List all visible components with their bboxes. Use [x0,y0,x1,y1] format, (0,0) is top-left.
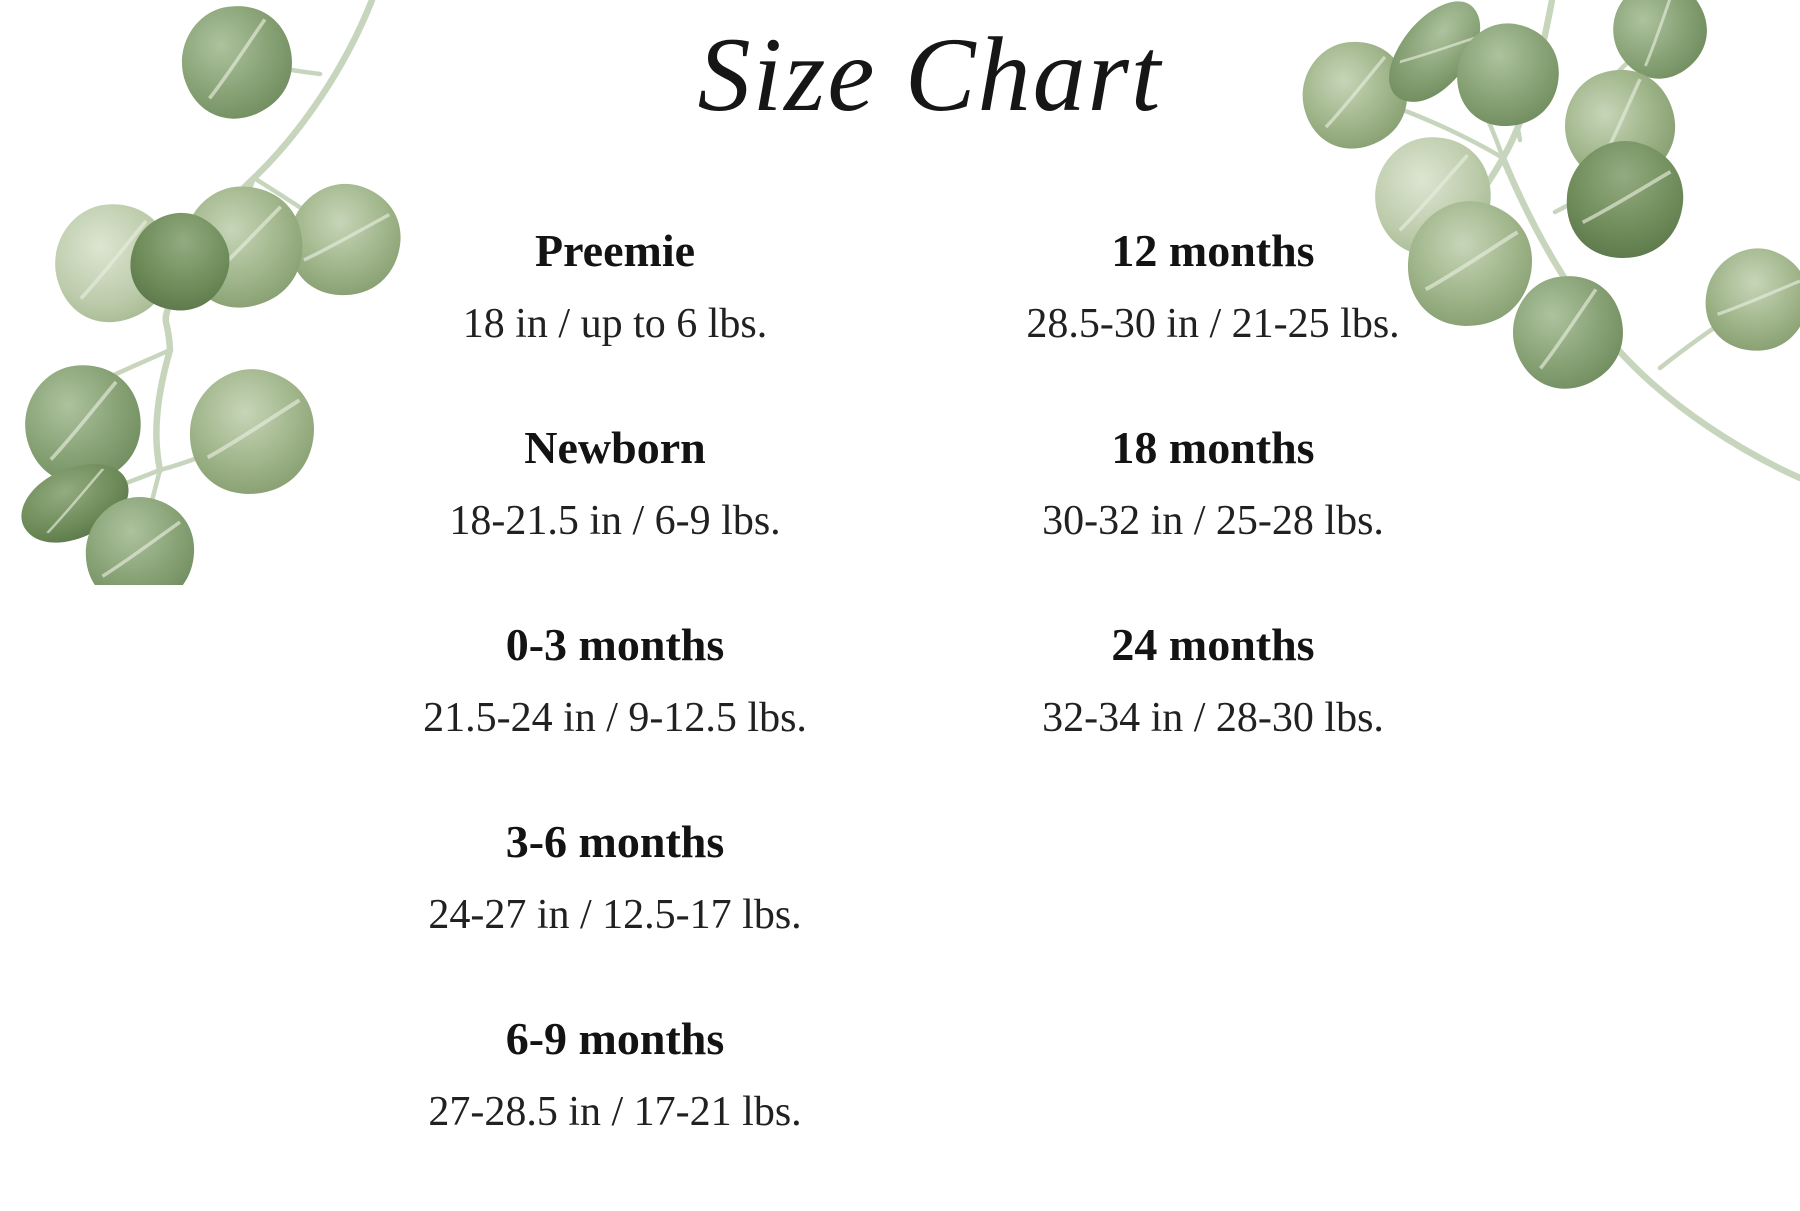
size-label: 12 months [1111,225,1315,276]
size-entry-0-3-months: 0-3 months 21.5-24 in / 9-12.5 lbs. [423,620,807,742]
size-entry-preemie: Preemie 18 in / up to 6 lbs. [423,226,807,348]
size-entry-18-months: 18 months 30-32 in / 25-28 lbs. [1026,423,1399,545]
size-entry-newborn: Newborn 18-21.5 in / 6-9 lbs. [423,423,807,545]
eucalyptus-leaf [1452,19,1563,131]
eucalyptus-leaf [169,0,305,131]
size-range: 32-34 in / 28-30 lbs. [1042,695,1384,741]
eucalyptus-leaf [115,196,245,327]
size-label: 0-3 months [505,619,725,670]
eucalyptus-leaf [1294,33,1416,157]
page-title: Size Chart [697,16,1163,133]
eucalyptus-leaf [45,194,181,331]
size-range: 21.5-24 in / 9-12.5 lbs. [423,695,807,741]
size-label: 6-9 months [505,1013,725,1064]
eucalyptus-leaf [1595,0,1725,95]
size-range: 18 in / up to 6 lbs. [462,301,768,347]
eucalyptus-leaf [279,173,411,306]
size-label: Preemie [534,225,696,276]
eucalyptus-leaf [1400,193,1540,335]
size-entry-12-months: 12 months 28.5-30 in / 21-25 lbs. [1026,226,1399,348]
size-range: 18-21.5 in / 6-9 lbs. [449,498,781,544]
eucalyptus-leaf [1557,131,1693,268]
left-branch-leaves [9,0,411,585]
eucalyptus-leaf [9,449,141,557]
eucalyptus-leaf [1500,263,1636,401]
left-branch-stems [67,0,376,555]
size-range: 30-32 in / 25-28 lbs. [1042,498,1384,544]
size-entry-3-6-months: 3-6 months 24-27 in / 12.5-17 lbs. [423,817,807,939]
size-range: 24-27 in / 12.5-17 lbs. [428,892,802,938]
size-label: 18 months [1111,422,1315,473]
size-column-right: 12 months 28.5-30 in / 21-25 lbs. 18 mon… [1026,226,1399,817]
eucalyptus-leaf [1372,0,1498,119]
size-label: 24 months [1111,619,1315,670]
eucalyptus-leaf [178,181,308,313]
size-entry-24-months: 24 months 32-34 in / 28-30 lbs. [1026,620,1399,742]
eucalyptus-leaf [81,492,199,585]
right-branch-stems [1389,0,1800,482]
eucalyptus-leaf [182,361,322,503]
left-eucalyptus-branch [9,0,411,585]
size-range: 28.5-30 in / 21-25 lbs. [1026,301,1400,347]
size-label: Newborn [524,422,706,473]
eucalyptus-leaf [1546,51,1694,200]
eucalyptus-leaf [1692,235,1800,365]
size-label: 3-6 months [505,816,725,867]
size-entry-6-9-months: 6-9 months 27-28.5 in / 17-21 lbs. [423,1014,807,1136]
eucalyptus-leaf [15,355,151,492]
size-range: 27-28.5 in / 17-21 lbs. [428,1089,802,1135]
size-column-left: Preemie 18 in / up to 6 lbs. Newborn 18-… [423,226,807,1211]
